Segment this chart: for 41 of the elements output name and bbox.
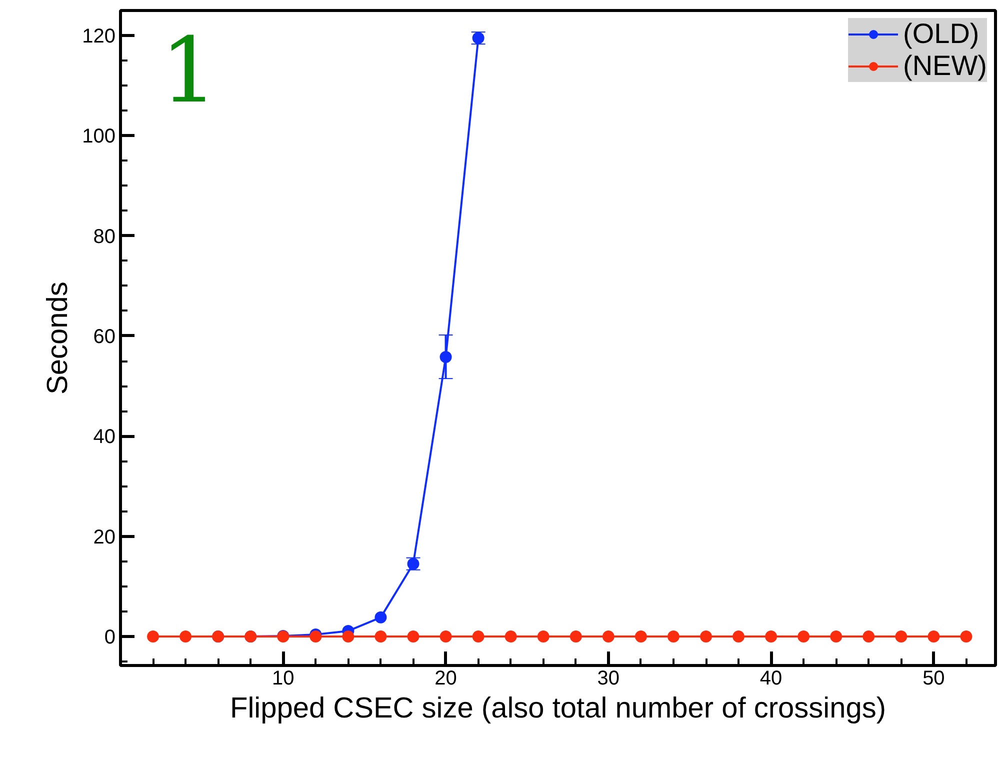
point [504,630,517,642]
x-tick-label: 20 [434,668,457,690]
legend-label: (NEW) [903,50,987,82]
point [374,611,387,624]
point [960,630,972,642]
point [180,630,192,642]
point [570,630,582,642]
point [147,630,160,642]
y-axis-title: Seconds [42,282,74,394]
y-tick-label: 40 [93,426,116,448]
x-tick-label: 50 [922,668,945,690]
y-tick-label: 100 [82,126,116,148]
x-tick-label: 10 [272,668,294,690]
point [407,630,420,642]
annotation: 1 [160,18,218,124]
y-tick-label: 60 [93,326,116,348]
point [440,630,452,642]
point [634,630,647,642]
point [700,630,712,642]
point [928,630,940,642]
point [895,630,908,642]
point [440,351,452,364]
point [862,630,875,642]
legend-label: (OLD) [903,18,980,50]
y-tick-label: 20 [93,526,116,548]
point [798,630,810,642]
y-tick-label: 0 [104,626,116,648]
x-axis-title: Flipped CSEC size (also total number of crossings) [230,692,886,724]
point [830,630,842,642]
y-tick-label: 120 [82,26,116,48]
point [602,630,614,642]
point [374,630,387,642]
y-tick-label: 80 [93,226,116,248]
point [342,630,354,642]
point [472,630,484,642]
point [765,630,778,642]
point [732,630,745,642]
x-tick-label: 40 [760,668,782,690]
point [537,630,550,642]
point [667,630,680,642]
x-tick-label: 30 [597,668,620,690]
